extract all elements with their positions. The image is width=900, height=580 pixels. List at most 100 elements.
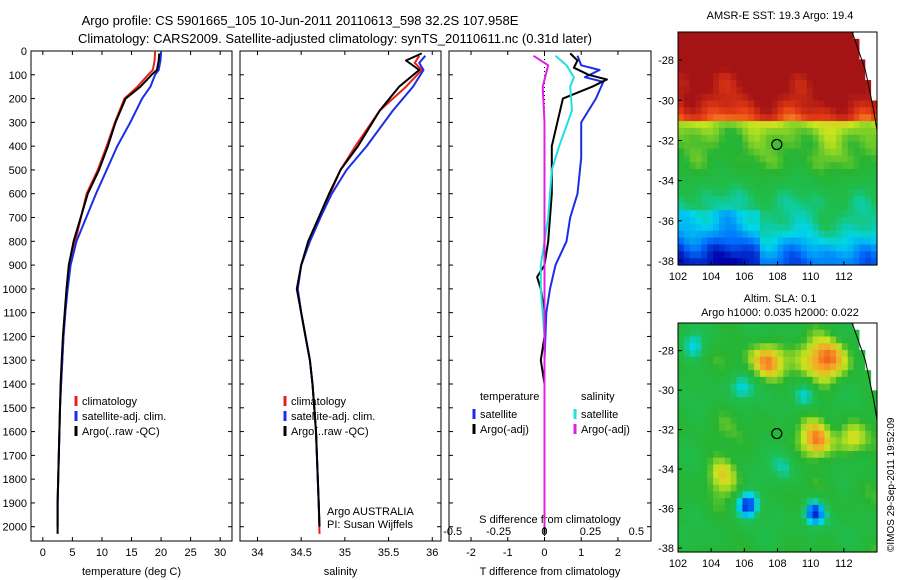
map-cell bbox=[865, 86, 872, 95]
map-cell bbox=[771, 223, 779, 232]
map-cell bbox=[707, 86, 714, 95]
map-cell bbox=[800, 403, 808, 412]
map-cell bbox=[859, 45, 866, 54]
map-cell bbox=[836, 525, 843, 533]
x-axis-label: salinity bbox=[324, 566, 358, 578]
map-cell bbox=[777, 525, 784, 533]
map-cell bbox=[830, 397, 837, 405]
map-cell bbox=[795, 38, 802, 47]
map-cell bbox=[748, 370, 755, 378]
map-cell bbox=[806, 217, 814, 225]
map-cell bbox=[742, 93, 749, 102]
map-cell bbox=[847, 52, 855, 61]
map-cell bbox=[683, 155, 691, 163]
map-cell bbox=[713, 545, 720, 553]
map-cell bbox=[841, 182, 849, 191]
map-cell bbox=[765, 457, 773, 466]
map-cell bbox=[678, 189, 685, 198]
map-cell bbox=[713, 59, 720, 67]
map-cell bbox=[683, 538, 691, 546]
map-cell bbox=[683, 59, 691, 67]
map-cell bbox=[818, 148, 825, 156]
map-cell bbox=[678, 545, 685, 553]
series-argo-line bbox=[56, 53, 161, 534]
map-cell bbox=[818, 66, 825, 74]
map-cell bbox=[789, 189, 796, 198]
map-cell bbox=[836, 45, 843, 54]
map-cell bbox=[689, 169, 697, 177]
map-cell bbox=[783, 336, 790, 344]
map-cell bbox=[812, 155, 820, 163]
map-cell bbox=[847, 175, 855, 184]
map-cell bbox=[765, 155, 773, 163]
map-cell bbox=[818, 162, 825, 170]
map-cell bbox=[836, 141, 843, 150]
map-cell bbox=[800, 237, 808, 246]
map-cell bbox=[777, 32, 784, 40]
map-cell bbox=[847, 477, 855, 486]
s-axis-label: S difference from climatology bbox=[479, 514, 621, 526]
map-cell bbox=[818, 237, 825, 246]
map-cell bbox=[689, 403, 697, 412]
map-cell bbox=[824, 45, 831, 54]
x-tick-label: 104 bbox=[702, 271, 720, 283]
y-tick-label: -36 bbox=[658, 504, 674, 516]
map-cell bbox=[830, 329, 837, 338]
map-cell bbox=[724, 162, 732, 170]
map-cell bbox=[853, 107, 861, 115]
map-cell bbox=[871, 545, 878, 553]
map-cell bbox=[800, 148, 808, 156]
map-cell bbox=[707, 189, 714, 198]
map-cell bbox=[812, 169, 820, 177]
map-cell bbox=[724, 504, 732, 513]
map-cell bbox=[713, 175, 720, 184]
map-cell bbox=[713, 258, 720, 266]
map-cell bbox=[765, 175, 773, 184]
map-cell bbox=[836, 498, 843, 506]
map-cell bbox=[847, 424, 855, 432]
map-cell bbox=[754, 437, 761, 445]
map-cell bbox=[859, 504, 866, 513]
map-cell bbox=[783, 251, 790, 259]
map-cell bbox=[824, 244, 831, 252]
map-cell bbox=[795, 383, 802, 391]
map-cell bbox=[800, 210, 808, 218]
map-cell bbox=[824, 217, 831, 225]
map-cell bbox=[812, 86, 820, 95]
map-cell bbox=[730, 244, 738, 252]
map-cell bbox=[789, 155, 796, 163]
map-cell bbox=[806, 210, 814, 218]
map-cell bbox=[777, 196, 784, 204]
y-tick-label: -38 bbox=[658, 256, 674, 268]
map-cell bbox=[783, 223, 790, 232]
map-cell bbox=[871, 457, 878, 466]
map-cell bbox=[789, 410, 796, 418]
map-cell bbox=[871, 397, 878, 405]
map-cell bbox=[730, 93, 738, 102]
map-cell bbox=[701, 417, 708, 425]
map-cell bbox=[724, 471, 732, 479]
map-cell bbox=[724, 390, 732, 398]
map-cell bbox=[800, 258, 808, 266]
map-cell bbox=[789, 363, 796, 371]
map-cell bbox=[853, 141, 861, 150]
map-cell bbox=[683, 484, 691, 492]
map-cell bbox=[748, 518, 755, 526]
map-cell bbox=[689, 363, 697, 371]
map-cell bbox=[853, 484, 861, 492]
map-cell bbox=[771, 349, 779, 358]
map-cell bbox=[759, 59, 767, 67]
map-cell bbox=[724, 525, 732, 533]
map-cell bbox=[713, 376, 720, 385]
map-cell bbox=[742, 155, 749, 163]
map-cell bbox=[859, 155, 866, 163]
map-cell bbox=[795, 531, 802, 540]
map-cell bbox=[853, 531, 861, 540]
map-cell bbox=[795, 484, 802, 492]
map-cell bbox=[859, 182, 866, 191]
map-cell bbox=[789, 73, 796, 81]
map-cell bbox=[730, 464, 738, 472]
map-cell bbox=[683, 148, 691, 156]
map-cell bbox=[689, 175, 697, 184]
map-cell bbox=[847, 169, 855, 177]
